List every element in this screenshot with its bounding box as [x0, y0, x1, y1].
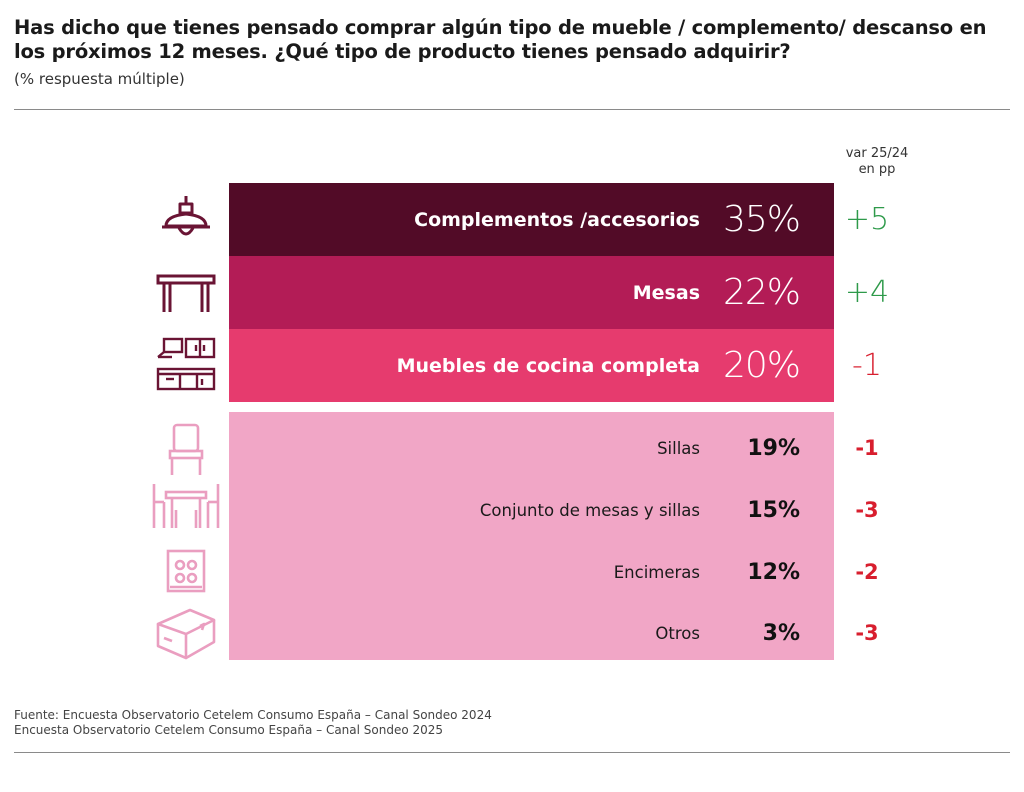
bar-6: Encimeras 12% [229, 541, 834, 603]
bar-7: Otros 3% [229, 603, 834, 663]
cooktop-icon [166, 549, 206, 593]
bar-2: Mesas 22% [229, 256, 834, 329]
bar-label: Muebles de cocina completa [396, 354, 700, 377]
lower-bars-panel [229, 412, 834, 660]
bar-5: Conjunto de mesas y sillas 15% [229, 479, 834, 541]
bar-label: Complementos /accesorios [414, 208, 700, 231]
bar-value-label: 35% [722, 199, 801, 240]
bar-value-label: 19% [747, 435, 800, 461]
bar-value-label: 15% [747, 497, 800, 523]
bar-value-label: 22% [722, 272, 801, 313]
variation-value: -2 [855, 560, 879, 584]
chart-title: Has dicho que tienes pensado comprar alg… [14, 16, 987, 63]
source-line-2: Encuesta Observatorio Cetelem Consumo Es… [14, 723, 444, 737]
variation-value: -3 [855, 498, 879, 522]
variation-value: -3 [855, 621, 879, 645]
variation-header: var 25/24 en pp [830, 146, 924, 178]
bar-4: Sillas 19% [229, 417, 834, 479]
variation-value: +4 [844, 274, 890, 310]
chart-subtitle: (% respuesta múltiple) [14, 70, 185, 88]
lamp-icon [162, 196, 210, 236]
bar-1: Complementos /accesorios 35% [229, 183, 834, 256]
bar-label: Otros [655, 623, 700, 643]
variation-header-line1: var 25/24 [845, 146, 909, 161]
kitchen-icon [156, 337, 216, 391]
bar-value-label: 20% [722, 345, 801, 386]
bar-label: Sillas [657, 438, 700, 458]
bottom-divider [14, 752, 1010, 753]
box-icon [156, 608, 216, 660]
table-icon [156, 274, 216, 312]
chair-icon [168, 423, 204, 475]
bar-3: Muebles de cocina completa 20% [229, 329, 834, 402]
source-footnote: Fuente: Encuesta Observatorio Cetelem Co… [14, 708, 492, 738]
variation-value: -1 [855, 436, 879, 460]
bar-label: Mesas [632, 281, 700, 304]
top-divider [14, 109, 1010, 110]
source-line-1: Fuente: Encuesta Observatorio Cetelem Co… [14, 708, 492, 722]
bar-label: Encimeras [613, 562, 700, 582]
bar-value-label: 3% [762, 620, 800, 646]
bar-value-label: 12% [747, 559, 800, 585]
bar-label: Conjunto de mesas y sillas [479, 500, 700, 520]
variation-value: +5 [844, 201, 890, 237]
dining-set-icon [152, 484, 220, 528]
variation-value: -1 [852, 347, 882, 383]
variation-header-line2: en pp [858, 162, 896, 177]
